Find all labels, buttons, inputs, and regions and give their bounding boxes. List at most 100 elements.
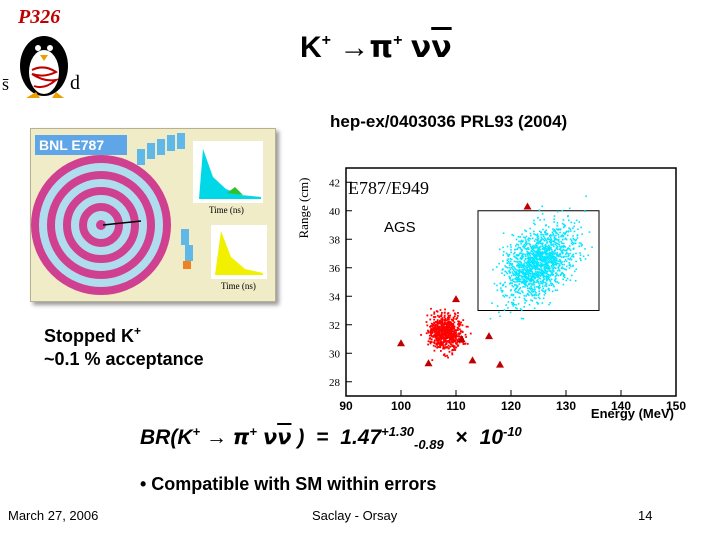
background-point [542,287,544,290]
background-point [453,327,456,330]
background-point [543,248,546,250]
background-point [521,268,523,271]
background-point [567,230,570,233]
background-point [548,265,550,268]
background-point [541,237,543,240]
background-point [446,318,449,321]
background-point [433,349,436,352]
background-point [538,277,540,279]
background-point [518,264,521,266]
background-point [524,264,526,267]
background-point [520,264,522,267]
background-point [528,277,530,280]
background-point [523,297,526,300]
background-point [561,242,563,245]
background-point [449,324,452,327]
upper-axis-label: Time (ns) [209,205,244,215]
background-point [535,274,538,277]
background-point [535,251,538,254]
background-point [541,242,544,245]
background-point [562,256,565,259]
background-point [440,350,442,352]
background-point [430,327,433,330]
background-point [516,243,518,246]
background-point [548,278,551,281]
background-point [531,273,534,275]
background-point [439,334,442,337]
background-point [439,335,442,338]
background-point [573,238,576,241]
background-point [536,247,539,249]
background-point [530,293,533,295]
candidate-event [468,356,477,364]
br-exponent: -10 [503,424,522,439]
background-point [512,294,514,297]
background-point [519,236,522,238]
background-point [457,344,460,347]
background-point [543,267,545,270]
background-point [549,282,552,284]
background-point [520,317,523,320]
background-point [543,265,545,267]
background-point [464,333,467,336]
background-point [521,241,524,243]
background-point [541,247,544,250]
background-point [538,297,541,300]
background-point [432,327,434,329]
background-point [450,332,453,335]
background-point [498,311,500,314]
background-point [523,236,525,239]
background-point [427,340,430,343]
background-point [526,268,529,271]
background-point [533,253,536,256]
background-point [508,264,511,266]
background-point [518,280,521,282]
background-point [542,274,544,277]
background-point [541,302,544,304]
background-point [526,250,528,253]
background-point [516,248,518,251]
background-point [466,325,469,328]
background-point [510,266,513,269]
background-point [524,239,527,241]
background-point [562,273,564,275]
background-point [491,302,493,304]
background-point [518,296,521,299]
background-point [458,322,461,325]
background-point [444,337,447,340]
background-point [432,329,435,332]
background-point [532,279,535,282]
background-point [550,273,553,276]
background-point [563,263,565,266]
background-point [454,333,456,336]
background-point [511,282,513,285]
background-point [584,210,586,213]
background-point [532,253,534,256]
background-point [450,343,452,346]
background-point [429,340,432,343]
background-point [516,281,518,283]
background-point [580,259,582,262]
background-point [514,256,517,259]
background-point [516,272,519,275]
background-point [539,265,541,267]
background-point [439,329,442,331]
background-point [514,274,517,277]
background-point [578,242,581,244]
background-point [512,273,514,275]
background-point [530,288,532,291]
background-point [575,252,577,255]
background-point [443,337,446,340]
candidate-event [397,339,405,347]
background-point [538,271,540,274]
background-point [530,260,533,263]
background-point [515,284,518,287]
background-point [556,232,559,235]
background-point [514,278,516,280]
background-point [578,245,580,248]
background-point [504,265,506,267]
background-point [554,267,557,269]
background-point [551,272,553,275]
background-point [520,280,522,283]
background-point [528,287,531,290]
